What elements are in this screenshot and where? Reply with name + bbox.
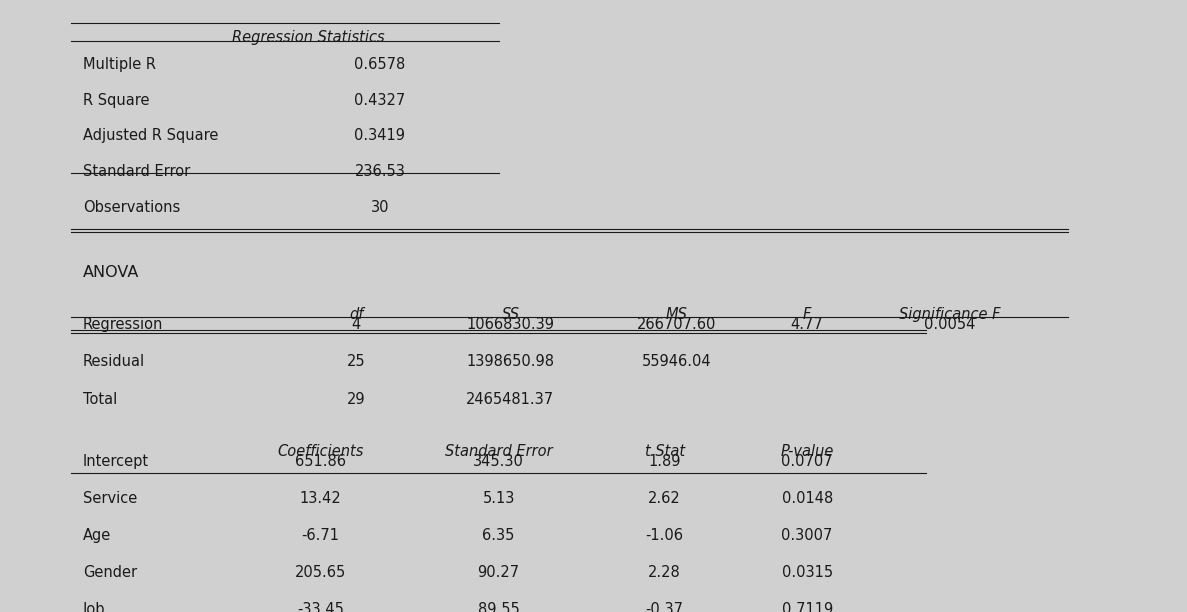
Text: -6.71: -6.71 <box>301 528 339 543</box>
Text: Service: Service <box>83 491 138 506</box>
Text: 0.0148: 0.0148 <box>781 491 833 506</box>
Text: ANOVA: ANOVA <box>83 265 139 280</box>
Text: Multiple R: Multiple R <box>83 57 155 72</box>
Text: 89.55: 89.55 <box>477 602 520 612</box>
Text: 6.35: 6.35 <box>482 528 515 543</box>
Text: 4: 4 <box>351 317 361 332</box>
Text: Coefficients: Coefficients <box>278 444 363 458</box>
Text: 25: 25 <box>347 354 366 370</box>
Text: 0.0707: 0.0707 <box>781 453 833 469</box>
Text: 0.3419: 0.3419 <box>355 129 405 143</box>
Text: -1.06: -1.06 <box>646 528 684 543</box>
Text: 0.4327: 0.4327 <box>354 92 406 108</box>
Text: 5.13: 5.13 <box>482 491 515 506</box>
Text: Regression: Regression <box>83 317 164 332</box>
Text: 651.86: 651.86 <box>296 453 345 469</box>
Text: -33.45: -33.45 <box>297 602 344 612</box>
Text: 236.53: 236.53 <box>355 164 405 179</box>
Text: Intercept: Intercept <box>83 453 150 469</box>
Text: 55946.04: 55946.04 <box>642 354 711 370</box>
Text: Total: Total <box>83 392 118 406</box>
Text: Job: Job <box>83 602 106 612</box>
Text: 13.42: 13.42 <box>299 491 342 506</box>
Text: 4.77: 4.77 <box>791 317 824 332</box>
Text: F: F <box>802 307 812 323</box>
Text: P-value: P-value <box>781 444 833 458</box>
Text: R Square: R Square <box>83 92 150 108</box>
Text: 1398650.98: 1398650.98 <box>466 354 554 370</box>
Text: 2.62: 2.62 <box>648 491 681 506</box>
Text: 0.6578: 0.6578 <box>354 57 406 72</box>
Text: df: df <box>349 307 363 323</box>
Text: 345.30: 345.30 <box>474 453 523 469</box>
Text: 0.0054: 0.0054 <box>923 317 976 332</box>
Text: t Stat: t Stat <box>645 444 685 458</box>
Text: Age: Age <box>83 528 112 543</box>
Text: Standard Error: Standard Error <box>83 164 190 179</box>
Text: 205.65: 205.65 <box>294 565 347 580</box>
Text: Standard Error: Standard Error <box>445 444 552 458</box>
Text: 2.28: 2.28 <box>648 565 681 580</box>
Text: 266707.60: 266707.60 <box>637 317 716 332</box>
Text: MS: MS <box>666 307 687 323</box>
Text: 1066830.39: 1066830.39 <box>466 317 554 332</box>
Text: 0.3007: 0.3007 <box>781 528 833 543</box>
Text: Significance F: Significance F <box>899 307 1001 323</box>
Text: 90.27: 90.27 <box>477 565 520 580</box>
Text: 1.89: 1.89 <box>648 453 681 469</box>
Text: 30: 30 <box>370 200 389 215</box>
Text: 0.7119: 0.7119 <box>781 602 833 612</box>
Text: -0.37: -0.37 <box>646 602 684 612</box>
Text: Residual: Residual <box>83 354 145 370</box>
Text: 2465481.37: 2465481.37 <box>466 392 554 406</box>
Text: Adjusted R Square: Adjusted R Square <box>83 129 218 143</box>
Text: Gender: Gender <box>83 565 138 580</box>
Text: Observations: Observations <box>83 200 180 215</box>
Text: 29: 29 <box>347 392 366 406</box>
Text: Regression Statistics: Regression Statistics <box>233 30 385 45</box>
Text: SS: SS <box>501 307 520 323</box>
Text: 0.0315: 0.0315 <box>781 565 833 580</box>
